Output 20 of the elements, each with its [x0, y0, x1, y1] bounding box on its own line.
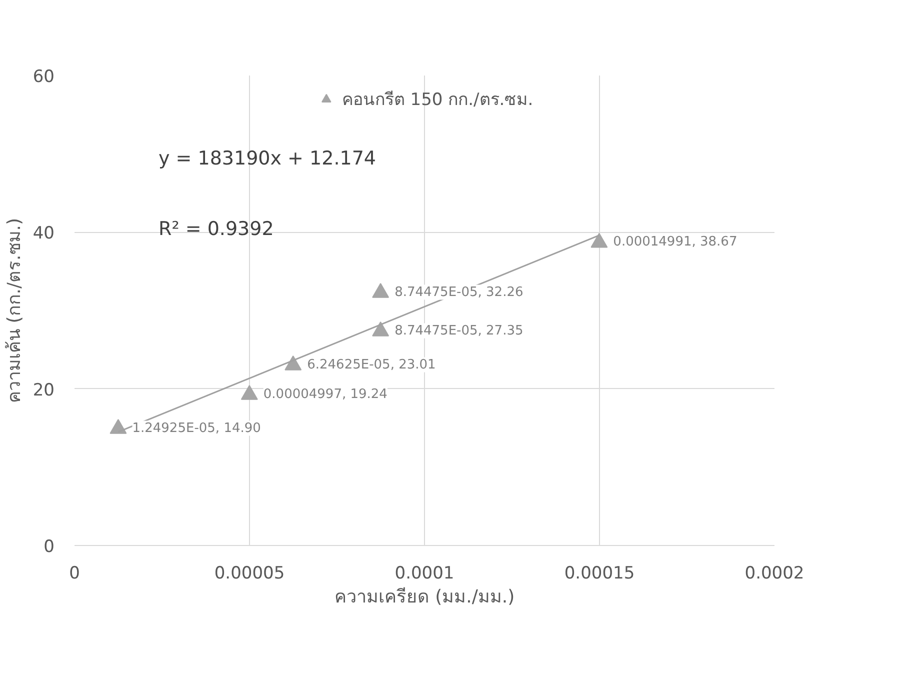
- x-axis-title: ความเครียด (มม./มม.): [334, 586, 515, 608]
- x-tick-label: 0.00005: [214, 564, 285, 584]
- x-tick-label: 0.0002: [744, 564, 804, 584]
- y-tick-label: 60: [32, 67, 55, 87]
- x-tick-label: 0: [69, 564, 80, 584]
- y-tick-label: 40: [32, 224, 55, 244]
- data-label: 8.74475E-05, 27.35: [394, 323, 524, 338]
- x-tick-label: 0.00015: [564, 564, 635, 584]
- annotation: y = 183190x + 12.174: [158, 148, 376, 170]
- y-tick-label: 0: [44, 537, 55, 557]
- x-tick-label: 0.0001: [394, 564, 454, 584]
- data-label: 1.24925E-05, 14.90: [132, 420, 261, 436]
- data-label: 0.00014991, 38.67: [613, 234, 738, 250]
- data-label: 8.74475E-05, 32.26: [394, 284, 524, 300]
- y-axis-title: ความเค้น (กก./ตร.ซม.): [4, 218, 25, 403]
- annotation: R² = 0.9392: [158, 218, 274, 240]
- data-label: 0.00004997, 19.24: [263, 386, 388, 402]
- data-label: 6.24625E-05, 23.01: [307, 357, 436, 372]
- y-tick-label: 20: [32, 380, 55, 400]
- legend-label: คอนกรีต 150 กก./ตร.ซม.: [342, 89, 534, 112]
